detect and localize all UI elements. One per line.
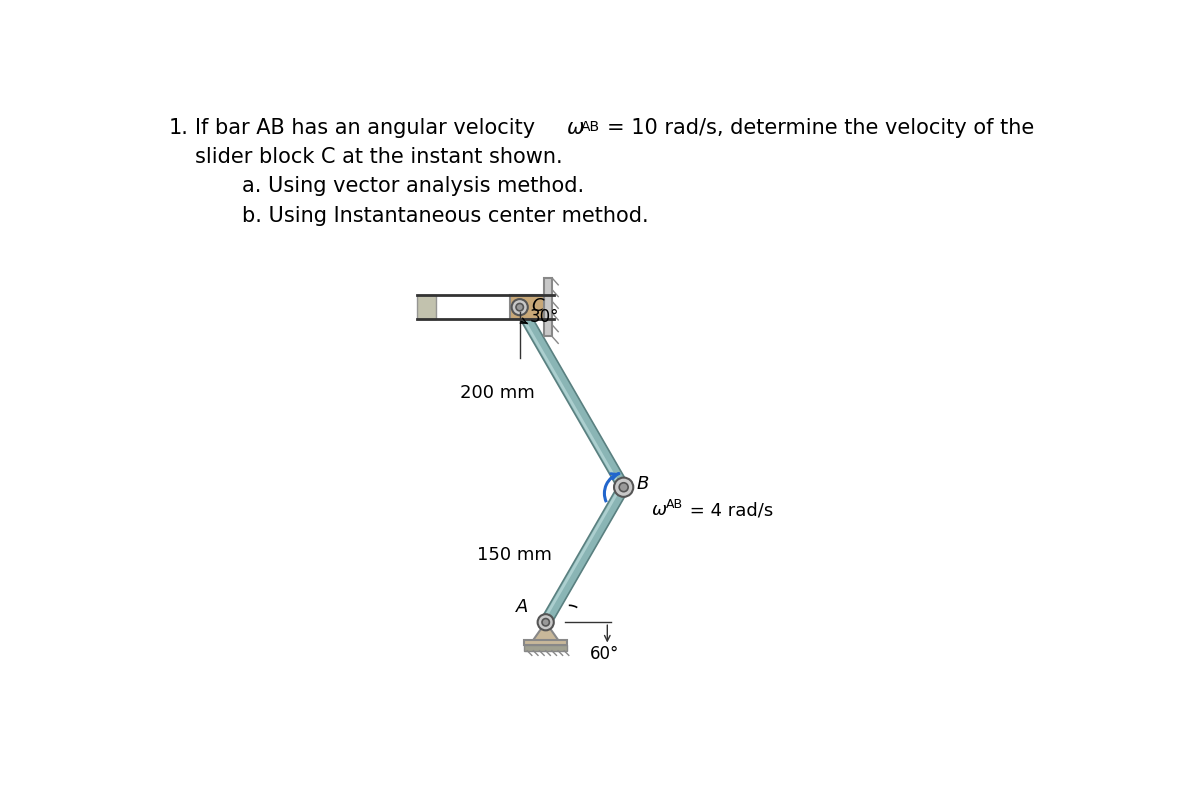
Circle shape [538,614,553,630]
Circle shape [516,303,523,310]
Bar [510,295,545,319]
Polygon shape [542,485,623,622]
Polygon shape [523,304,629,486]
Text: AB: AB [581,120,600,134]
Polygon shape [516,308,623,489]
Text: slider block C at the instant shown.: slider block C at the instant shown. [196,147,563,167]
Text: b. Using Instantaneous center method.: b. Using Instantaneous center method. [241,205,648,226]
Bar [524,645,568,651]
Text: 200 mm: 200 mm [460,385,535,402]
Text: C: C [532,296,544,314]
Circle shape [511,299,528,315]
Polygon shape [532,623,560,643]
Bar [545,278,552,337]
Polygon shape [541,484,629,625]
Bar [416,295,436,319]
Text: = 10 rad/s, determine the velocity of the: = 10 rad/s, determine the velocity of th… [607,118,1034,138]
Text: 60°: 60° [590,645,619,664]
Text: 30°: 30° [529,307,559,325]
Circle shape [614,478,634,497]
Text: 150 mm: 150 mm [478,546,552,564]
Circle shape [542,619,550,626]
Polygon shape [548,489,629,625]
Text: ω: ω [568,118,584,138]
Circle shape [619,483,628,491]
Text: ω: ω [652,501,667,519]
Text: a. Using vector analysis method.: a. Using vector analysis method. [241,176,583,197]
Text: 1.: 1. [168,118,188,138]
Text: If bar AB has an angular velocity: If bar AB has an angular velocity [196,118,542,138]
Bar [524,640,568,645]
Text: = 4 rad/s: = 4 rad/s [684,501,774,519]
Text: A: A [516,598,529,616]
Text: AB: AB [666,498,683,511]
Polygon shape [515,304,629,490]
Text: B: B [637,475,649,493]
